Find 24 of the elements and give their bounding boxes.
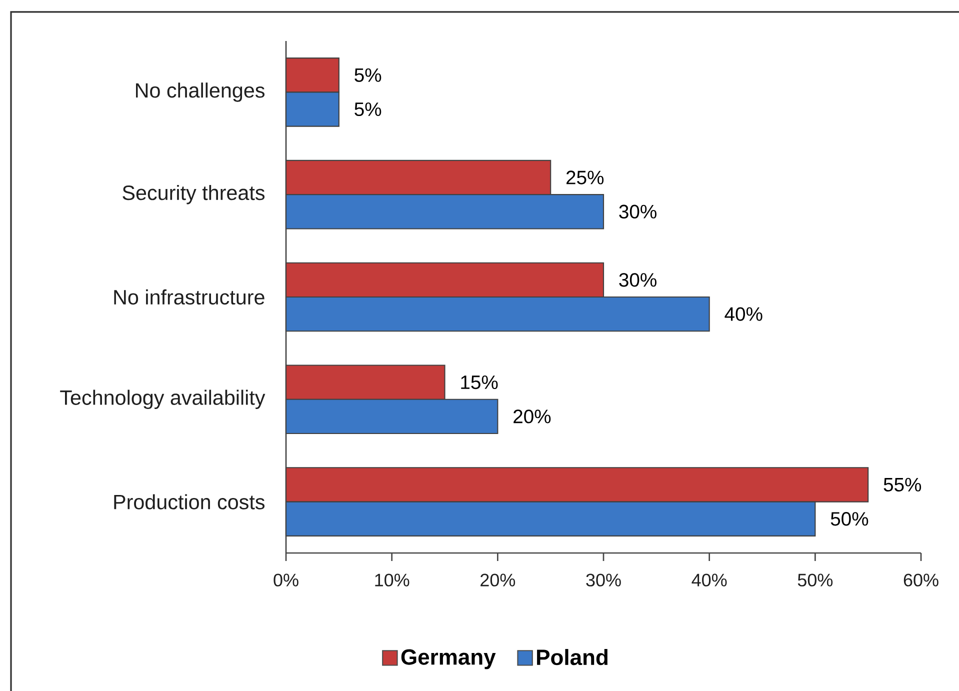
data-label: 50% <box>830 512 868 526</box>
legend-label: Poland <box>537 648 608 666</box>
data-label: 40% <box>724 307 762 321</box>
x-tick-label: 40% <box>692 574 727 586</box>
x-tick-label: 60% <box>904 574 938 586</box>
x-tick-label: 10% <box>375 574 410 586</box>
data-label: 15% <box>461 376 498 390</box>
y-tick-label: Technology availability <box>60 390 266 410</box>
data-label: 20% <box>514 410 551 424</box>
y-tick-label: Production costs <box>114 494 265 510</box>
x-tick-label: 20% <box>480 574 516 586</box>
data-label: 5% <box>354 68 382 82</box>
legend-label: Germany <box>401 649 496 670</box>
y-tick-label: No challenges <box>136 82 264 102</box>
data-label: 55% <box>884 478 922 492</box>
data-label: 5% <box>354 102 382 116</box>
data-label: 30% <box>619 204 656 218</box>
x-tick-label: 30% <box>586 574 621 586</box>
data-label: 25% <box>566 170 604 184</box>
data-label: 30% <box>619 273 656 287</box>
y-tick-label: No infrastructure <box>114 289 264 305</box>
x-tick-label: 0% <box>274 574 298 586</box>
x-tick-label: 50% <box>798 574 833 586</box>
y-tick-label: Security threats <box>122 184 265 204</box>
